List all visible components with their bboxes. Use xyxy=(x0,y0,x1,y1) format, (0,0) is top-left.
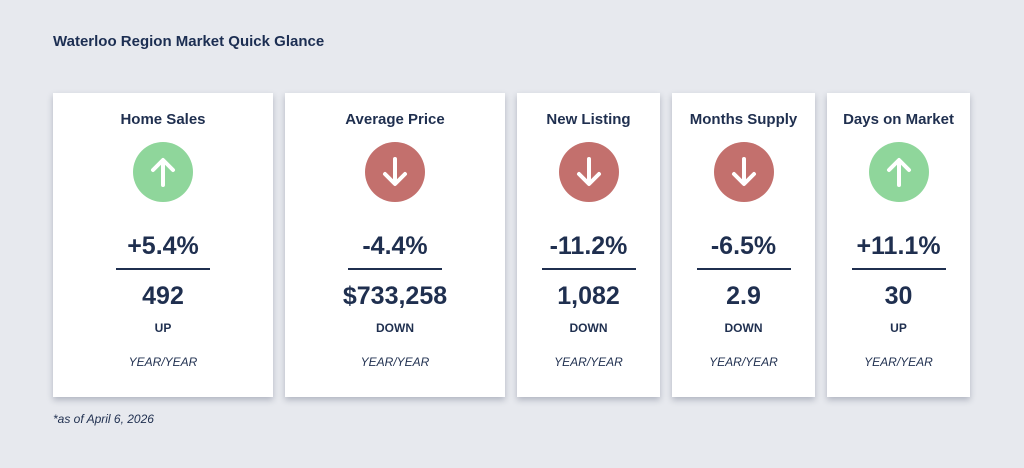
card-value: $733,258 xyxy=(342,282,448,310)
card-change: -6.5% xyxy=(710,232,777,260)
card-direction: DOWN xyxy=(376,321,414,335)
card-period: YEAR/YEAR xyxy=(864,355,933,369)
card-direction: DOWN xyxy=(724,321,763,335)
card-label: Days on Market xyxy=(843,111,954,128)
card-value: 2.9 xyxy=(726,282,761,310)
divider xyxy=(541,268,636,270)
arrow-up-icon xyxy=(133,142,193,202)
card-direction: UP xyxy=(890,321,907,335)
divider xyxy=(348,268,442,270)
card-direction: DOWN xyxy=(569,321,608,335)
stat-card-home-sales: Home Sales +5.4% 492 UP YEAR/YEAR xyxy=(53,93,273,397)
stat-card-new-listing: New Listing -11.2% 1,082 DOWN YEAR/YEAR xyxy=(517,93,660,397)
card-change: -11.2% xyxy=(549,232,628,260)
card-period: YEAR/YEAR xyxy=(360,355,430,369)
card-value: 492 xyxy=(142,282,184,310)
arrow-up-icon xyxy=(868,142,929,202)
card-label: New Listing xyxy=(546,111,631,128)
footnote: *as of April 6, 2026 xyxy=(53,412,154,426)
divider xyxy=(116,268,210,270)
card-period: YEAR/YEAR xyxy=(709,355,778,369)
stat-card-average-price: Average Price -4.4% $733,258 DOWN YEAR/Y… xyxy=(285,93,505,397)
stat-card-days-on-market: Days on Market +11.1% 30 UP YEAR/YEAR xyxy=(827,93,970,397)
card-change: -4.4% xyxy=(362,232,428,260)
card-value: 30 xyxy=(884,282,913,310)
card-period: YEAR/YEAR xyxy=(128,355,198,369)
card-period: YEAR/YEAR xyxy=(554,355,623,369)
card-label: Average Price xyxy=(345,111,445,128)
card-direction: UP xyxy=(154,321,172,335)
card-change: +5.4% xyxy=(127,232,199,260)
stat-card-months-supply: Months Supply -6.5% 2.9 DOWN YEAR/YEAR xyxy=(672,93,815,397)
card-label: Months Supply xyxy=(689,111,798,128)
arrow-down-icon xyxy=(713,142,774,202)
card-label: Home Sales xyxy=(120,111,206,128)
card-change: +11.1% xyxy=(856,232,941,260)
card-value: 1,082 xyxy=(557,282,620,310)
divider xyxy=(696,268,791,270)
page-title: Waterloo Region Market Quick Glance xyxy=(53,33,325,50)
arrow-down-icon xyxy=(558,142,619,202)
divider xyxy=(851,268,946,270)
arrow-down-icon xyxy=(365,142,425,202)
stat-cards: Home Sales +5.4% 492 UP YEAR/YEAR Averag… xyxy=(0,93,1024,397)
